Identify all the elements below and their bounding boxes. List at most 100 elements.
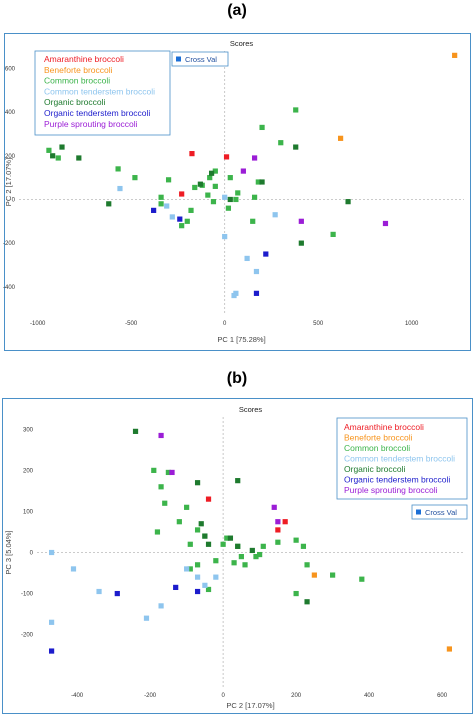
x-axis-title: PC 1 [75.28%] <box>217 335 265 344</box>
data-point <box>208 170 215 176</box>
y-tick-label: 100 <box>23 509 34 515</box>
data-point <box>257 551 263 558</box>
legend-entry: Beneforte broccoli <box>44 65 113 75</box>
data-point <box>198 521 204 527</box>
data-point <box>275 527 281 533</box>
data-point <box>48 619 55 625</box>
legend-entry: Purple sprouting broccoli <box>44 119 138 129</box>
data-point <box>382 220 389 227</box>
data-point <box>300 543 307 549</box>
data-point <box>250 218 256 224</box>
data-point <box>259 179 265 185</box>
data-point <box>132 175 138 181</box>
data-point <box>220 541 226 547</box>
data-point <box>253 268 260 275</box>
data-point <box>143 615 150 621</box>
chart-title: Scores <box>239 405 263 414</box>
data-point <box>96 588 102 595</box>
data-point <box>293 537 299 543</box>
y-tick-label: 400 <box>5 110 16 116</box>
data-point <box>244 255 250 262</box>
y-tick-label: -200 <box>3 241 16 247</box>
data-point <box>169 469 175 476</box>
x-tick-label: -500 <box>125 321 138 327</box>
x-tick-label: -200 <box>144 693 157 699</box>
data-point <box>194 562 201 568</box>
data-point <box>194 574 201 580</box>
data-point <box>212 168 218 174</box>
data-point <box>235 190 241 196</box>
data-point <box>151 207 157 213</box>
data-point <box>187 541 193 547</box>
data-point <box>158 194 164 200</box>
data-point <box>179 191 185 197</box>
data-point <box>225 205 232 211</box>
data-point <box>184 504 190 510</box>
data-point <box>304 562 310 568</box>
data-point <box>359 576 365 582</box>
data-point <box>242 562 248 568</box>
data-point <box>293 144 299 150</box>
y-tick-label: -100 <box>21 592 34 598</box>
data-point <box>55 155 61 161</box>
data-point <box>202 533 208 539</box>
data-point <box>251 155 258 161</box>
y-tick-label: 0 <box>12 197 16 203</box>
cross-val-label: Cross Val <box>425 508 457 517</box>
data-point <box>330 231 336 237</box>
data-point <box>151 467 157 473</box>
data-point <box>194 527 201 533</box>
x-tick-label: 1000 <box>405 321 419 327</box>
data-point <box>282 519 288 525</box>
data-point <box>70 566 77 572</box>
data-point <box>298 218 304 224</box>
cross-val-badge <box>411 504 468 520</box>
y-tick-label: -200 <box>21 633 34 639</box>
x-tick-label: 200 <box>291 693 302 699</box>
x-tick-label: 500 <box>313 321 324 327</box>
data-point <box>235 478 241 484</box>
data-point <box>293 107 299 113</box>
x-tick-label: 0 <box>223 321 227 327</box>
data-point <box>115 166 121 172</box>
data-point <box>179 223 185 229</box>
data-point <box>272 212 278 218</box>
data-point <box>227 175 233 181</box>
data-point <box>192 184 198 191</box>
data-point <box>337 135 344 141</box>
chart-title: Scores <box>230 39 254 48</box>
data-point <box>210 199 217 205</box>
data-point <box>253 290 260 296</box>
legend-box <box>34 50 171 136</box>
legend-entry: Organic broccoli <box>344 464 406 474</box>
data-point <box>345 199 351 205</box>
data-point <box>205 586 212 593</box>
data-point <box>184 218 190 224</box>
data-point <box>223 154 230 160</box>
y-axis-title: PC 3 [5.04%] <box>4 530 13 574</box>
cross-val-label: Cross Val <box>185 55 217 64</box>
data-point <box>227 196 233 203</box>
data-point <box>259 124 265 131</box>
data-point <box>235 543 241 549</box>
data-point <box>50 153 56 159</box>
data-point <box>165 177 172 183</box>
data-point <box>158 484 164 490</box>
legend-entry: Purple sprouting broccoli <box>344 485 438 495</box>
data-point <box>194 480 201 486</box>
data-point <box>205 541 212 547</box>
data-point <box>48 648 55 654</box>
legend-entry: Common tenderstem broccoli <box>44 86 155 96</box>
data-point <box>117 185 123 192</box>
data-point <box>271 504 277 510</box>
y-tick-label: 200 <box>23 468 34 474</box>
data-point <box>205 192 211 198</box>
legend-box <box>336 417 468 500</box>
data-point <box>184 566 190 572</box>
legend-entry: Amaranthine broccoli <box>344 422 424 432</box>
data-point <box>213 558 219 564</box>
data-point <box>213 574 219 580</box>
y-tick-label: -400 <box>3 285 16 291</box>
data-point <box>224 535 230 541</box>
data-point <box>293 590 299 597</box>
